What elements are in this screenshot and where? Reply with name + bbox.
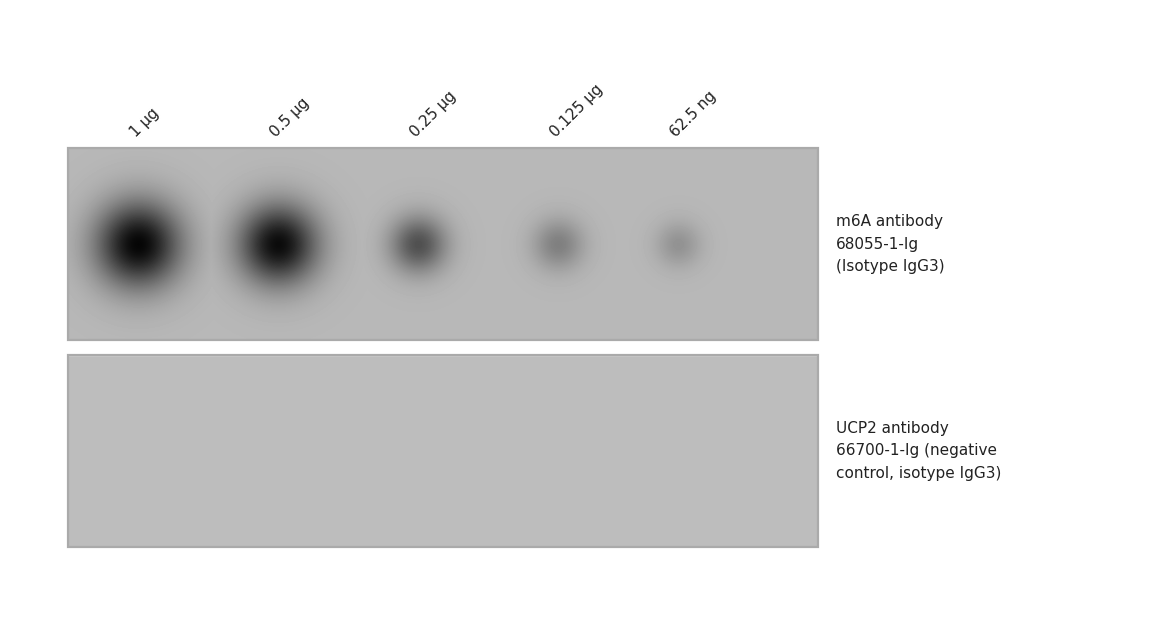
Bar xyxy=(68,355,817,547)
Bar xyxy=(68,148,817,340)
Text: m6A antibody
68055-1-Ig
(Isotype IgG3): m6A antibody 68055-1-Ig (Isotype IgG3) xyxy=(836,214,944,274)
Text: 1 μg: 1 μg xyxy=(127,105,161,140)
Text: 0.25 μg: 0.25 μg xyxy=(407,89,459,140)
Text: 0.125 μg: 0.125 μg xyxy=(548,82,605,140)
Bar xyxy=(68,355,817,547)
Bar xyxy=(68,148,817,340)
Text: 0.5 μg: 0.5 μg xyxy=(267,95,312,140)
Text: 62.5 ng: 62.5 ng xyxy=(668,88,719,140)
Text: UCP2 antibody
66700-1-Ig (negative
control, isotype IgG3): UCP2 antibody 66700-1-Ig (negative contr… xyxy=(836,421,1001,480)
